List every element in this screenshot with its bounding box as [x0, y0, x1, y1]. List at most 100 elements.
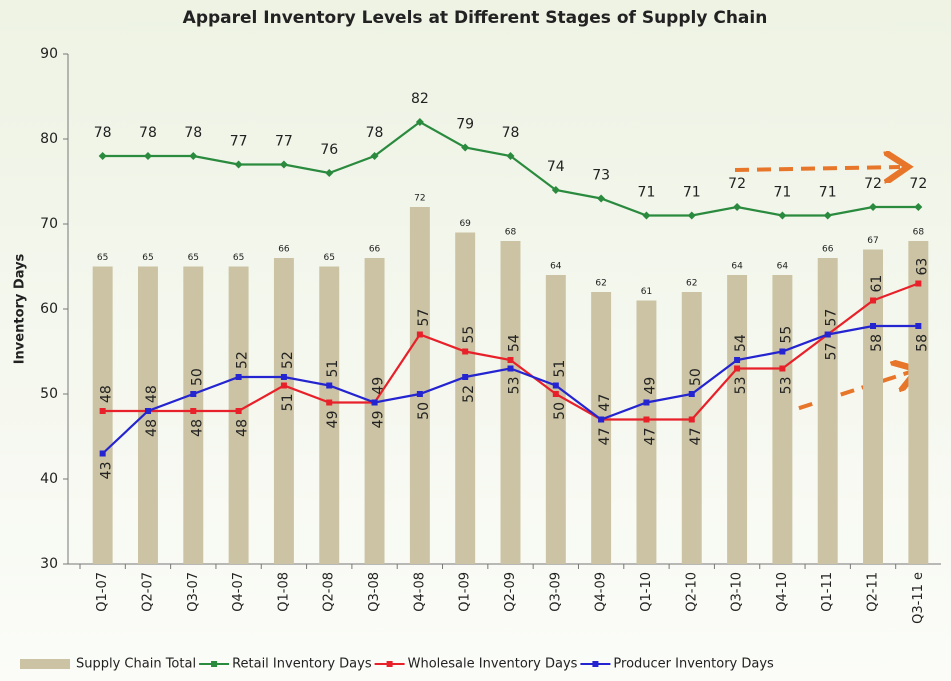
marker	[687, 211, 696, 220]
marker	[462, 374, 469, 380]
data-label: 53	[733, 377, 749, 395]
data-label: 48	[189, 419, 205, 437]
data-label: 76	[320, 142, 338, 158]
marker	[99, 450, 106, 457]
legend-label: Supply Chain Total	[76, 657, 196, 672]
marker	[99, 408, 106, 414]
x-tick-label: Q3-11 e	[911, 572, 926, 624]
x-tick-label: Q1-09	[458, 572, 473, 612]
x-tick-label: Q4-09	[594, 572, 609, 612]
bar	[817, 258, 838, 564]
marker	[416, 331, 423, 338]
marker	[643, 399, 650, 406]
data-label: 72	[728, 176, 746, 192]
data-label: 47	[597, 428, 613, 446]
data-label: 71	[683, 185, 701, 201]
data-label: 43	[99, 462, 115, 480]
data-label: 78	[502, 125, 520, 141]
bar-value-label: 61	[641, 287, 652, 297]
data-label: 54	[733, 334, 749, 352]
bar-value-label: 68	[913, 228, 925, 238]
data-label: 51	[552, 360, 568, 378]
data-label: 48	[235, 419, 251, 437]
x-tick-label: Q2-10	[684, 572, 699, 612]
data-label: 77	[230, 134, 248, 150]
marker	[869, 203, 878, 211]
marker	[280, 374, 287, 380]
data-label: 71	[773, 185, 791, 201]
data-label: 49	[371, 411, 387, 429]
bar	[183, 266, 204, 564]
data-label: 72	[864, 176, 882, 192]
bar-value-label: 64	[731, 262, 743, 272]
x-tick-label: Q2-07	[140, 572, 155, 612]
bar	[228, 266, 249, 564]
marker	[643, 416, 650, 423]
y-axis-title: Inventory Days	[13, 253, 28, 364]
data-label: 78	[94, 125, 112, 141]
data-label: 82	[411, 91, 429, 107]
x-tick-label: Q2-09	[503, 572, 518, 612]
marker	[598, 416, 605, 423]
bar-value-label: 65	[188, 253, 199, 263]
bar-value-label: 65	[142, 253, 153, 263]
data-label: 52	[280, 351, 296, 369]
x-tick-label: Q4-07	[231, 572, 246, 612]
data-label: 47	[597, 394, 613, 412]
data-label: 55	[778, 326, 794, 344]
marker	[190, 391, 197, 397]
marker	[326, 382, 333, 389]
data-label: 61	[869, 275, 885, 293]
legend-marker	[386, 661, 393, 667]
marker	[461, 143, 470, 152]
bar	[545, 275, 566, 564]
data-label: 71	[638, 185, 656, 201]
bar	[500, 241, 521, 564]
x-tick-label: Q3-08	[367, 572, 382, 612]
data-label: 55	[461, 326, 477, 344]
data-label: 74	[547, 159, 565, 175]
marker	[506, 152, 515, 160]
marker	[415, 118, 424, 126]
marker	[734, 357, 741, 363]
x-tick-label: Q3-09	[548, 572, 563, 612]
data-label: 63	[914, 258, 930, 276]
legend-label: Retail Inventory Days	[232, 657, 372, 672]
y-tick-label: 70	[40, 216, 58, 232]
marker	[416, 391, 423, 397]
data-label: 48	[99, 385, 115, 403]
bar	[591, 292, 612, 564]
bar-value-label: 65	[97, 253, 108, 263]
data-label: 48	[144, 419, 160, 437]
bar-value-label: 64	[550, 262, 562, 272]
bar	[772, 275, 793, 564]
marker	[143, 152, 152, 160]
marker	[507, 357, 514, 363]
x-tick-label: Q1-11	[820, 572, 835, 612]
data-label: 58	[914, 334, 930, 352]
x-tick-label: Q2-08	[322, 572, 337, 612]
data-label: 78	[139, 125, 157, 141]
x-tick-label: Q4-08	[412, 572, 427, 612]
marker	[234, 160, 243, 169]
marker	[915, 323, 922, 329]
data-label: 72	[909, 176, 927, 192]
marker	[870, 323, 877, 329]
data-label: 57	[824, 343, 840, 361]
marker	[325, 169, 334, 177]
x-tick-label: Q1-07	[95, 572, 110, 612]
marker	[190, 408, 197, 414]
marker	[734, 365, 741, 372]
marker	[235, 374, 242, 380]
data-label: 57	[824, 309, 840, 327]
marker	[280, 382, 287, 389]
data-label: 79	[456, 117, 474, 133]
data-label: 50	[552, 402, 568, 420]
marker	[779, 365, 786, 372]
bar	[908, 241, 929, 564]
data-label: 51	[325, 360, 341, 378]
marker	[462, 348, 469, 355]
bar	[455, 232, 476, 564]
x-tick-label: Q2-11	[866, 572, 881, 612]
